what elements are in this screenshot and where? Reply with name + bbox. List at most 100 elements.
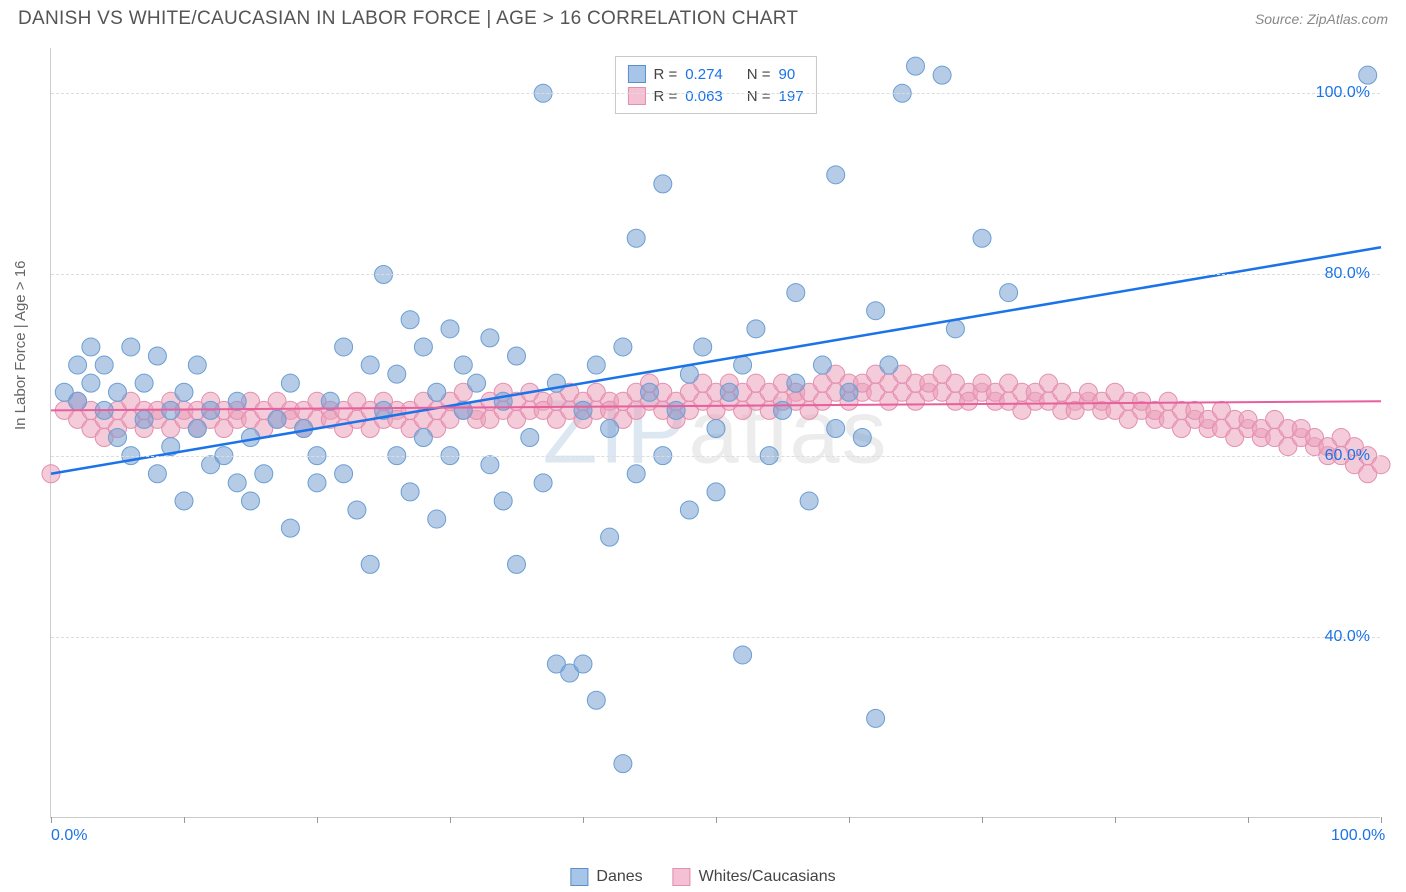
legend-swatch <box>627 87 645 105</box>
y-tick-label: 40.0% <box>1325 628 1370 646</box>
data-point <box>441 320 459 338</box>
data-point <box>601 528 619 546</box>
data-point <box>787 284 805 302</box>
x-tick <box>1248 817 1249 823</box>
data-point <box>148 465 166 483</box>
grid-line <box>51 456 1380 457</box>
data-point <box>109 429 127 447</box>
x-tick <box>849 817 850 823</box>
data-point <box>827 166 845 184</box>
data-point <box>82 374 100 392</box>
legend-n-value: 197 <box>779 88 804 105</box>
data-point <box>335 338 353 356</box>
data-point <box>667 401 685 419</box>
data-point <box>574 655 592 673</box>
legend-swatch <box>570 868 588 886</box>
data-point <box>614 755 632 773</box>
x-tick <box>184 817 185 823</box>
data-point <box>481 456 499 474</box>
data-point <box>694 338 712 356</box>
legend-top: R =0.274N =90R =0.063N =197 <box>614 56 816 114</box>
data-point <box>82 338 100 356</box>
legend-n-label: N = <box>747 66 771 83</box>
chart-title: DANISH VS WHITE/CAUCASIAN IN LABOR FORCE… <box>18 8 798 30</box>
data-point <box>720 383 738 401</box>
data-point <box>228 392 246 410</box>
data-point <box>654 175 672 193</box>
data-point <box>867 302 885 320</box>
data-point <box>787 374 805 392</box>
data-point <box>175 383 193 401</box>
legend-row: R =0.274N =90 <box>627 63 803 85</box>
data-point <box>534 474 552 492</box>
data-point <box>614 338 632 356</box>
source-label: Source: ZipAtlas.com <box>1255 11 1388 27</box>
data-point <box>627 465 645 483</box>
data-point <box>361 555 379 573</box>
data-point <box>827 419 845 437</box>
grid-line <box>51 637 1380 638</box>
data-point <box>255 465 273 483</box>
data-point <box>69 392 87 410</box>
data-point <box>867 709 885 727</box>
data-point <box>468 374 486 392</box>
data-point <box>973 229 991 247</box>
data-point <box>348 501 366 519</box>
data-point <box>148 347 166 365</box>
data-point <box>202 401 220 419</box>
legend-swatch <box>627 65 645 83</box>
regression-line <box>51 247 1381 473</box>
x-tick <box>450 817 451 823</box>
data-point <box>813 356 831 374</box>
data-point <box>587 691 605 709</box>
data-point <box>1000 284 1018 302</box>
data-point <box>1372 456 1390 474</box>
data-point <box>946 320 964 338</box>
legend-swatch <box>673 868 691 886</box>
x-tick <box>583 817 584 823</box>
data-point <box>587 356 605 374</box>
x-tick <box>317 817 318 823</box>
data-point <box>228 474 246 492</box>
data-point <box>188 419 206 437</box>
x-tick <box>716 817 717 823</box>
data-point <box>175 492 193 510</box>
legend-bottom-item: Whites/Caucasians <box>673 868 836 886</box>
x-tick <box>982 817 983 823</box>
grid-line <box>51 93 1380 94</box>
data-point <box>853 429 871 447</box>
x-tick <box>1115 817 1116 823</box>
legend-n-value: 90 <box>779 66 796 83</box>
data-point <box>388 365 406 383</box>
data-point <box>414 338 432 356</box>
y-tick-label: 60.0% <box>1325 447 1370 465</box>
data-point <box>734 356 752 374</box>
data-point <box>481 329 499 347</box>
y-tick-label: 100.0% <box>1316 84 1370 102</box>
data-point <box>641 383 659 401</box>
legend-bottom-label: Whites/Caucasians <box>699 868 836 886</box>
legend-bottom-item: Danes <box>570 868 642 886</box>
chart-area: ZIPatlas R =0.274N =90R =0.063N =197 40.… <box>50 48 1380 818</box>
title-bar: DANISH VS WHITE/CAUCASIAN IN LABOR FORCE… <box>0 0 1406 40</box>
x-tick <box>51 817 52 823</box>
data-point <box>521 429 539 447</box>
data-point <box>800 492 818 510</box>
legend-r-value: 0.063 <box>685 88 723 105</box>
data-point <box>707 419 725 437</box>
data-point <box>508 555 526 573</box>
data-point <box>361 356 379 374</box>
x-tick-label: 100.0% <box>1331 827 1385 845</box>
data-point <box>122 338 140 356</box>
data-point <box>428 383 446 401</box>
legend-bottom: Danes Whites/Caucasians <box>570 868 835 886</box>
data-point <box>242 492 260 510</box>
legend-bottom-label: Danes <box>596 868 642 886</box>
x-tick-label: 0.0% <box>51 827 87 845</box>
data-point <box>414 429 432 447</box>
data-point <box>774 401 792 419</box>
data-point <box>747 320 765 338</box>
data-point <box>268 410 286 428</box>
data-point <box>933 66 951 84</box>
y-axis-label: In Labor Force | Age > 16 <box>12 261 29 430</box>
